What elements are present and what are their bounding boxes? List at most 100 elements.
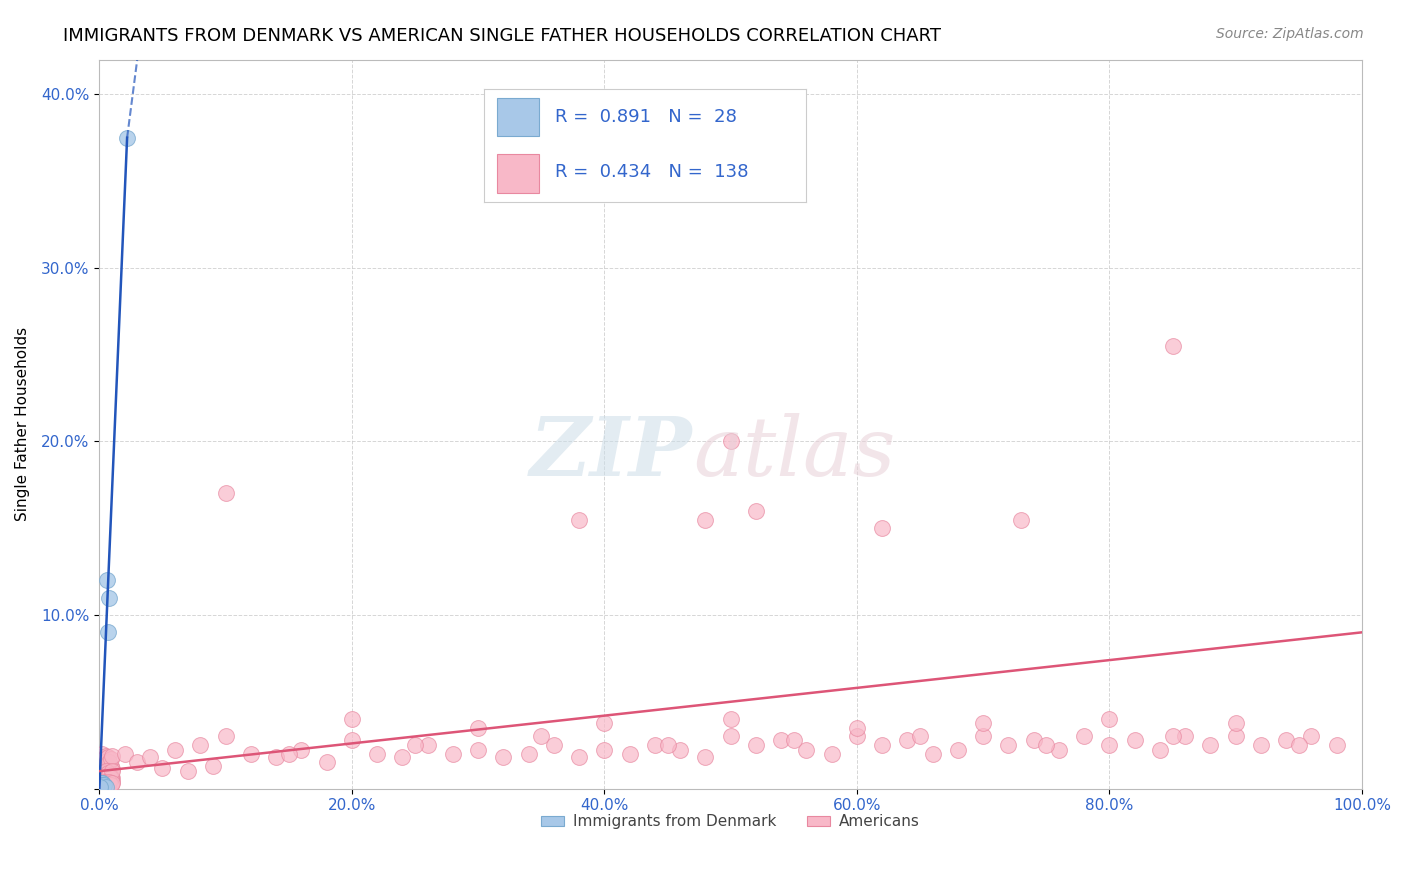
Point [896,733,918,747]
Point [165,743,187,757]
Point [1225,730,1247,744]
Point [91,767,114,781]
Point [1225,715,1247,730]
Point [98,767,121,781]
Point [593,743,616,757]
Point [492,750,515,764]
Point [1199,738,1222,752]
Point [1047,743,1070,757]
Point [98,774,121,789]
Point [97,772,120,787]
Point [90,776,112,790]
Point [100,778,122,792]
Point [100,771,122,785]
Point [101,748,124,763]
Point [997,738,1019,752]
Point [517,747,540,761]
Point [93,774,115,789]
Point [93,778,115,792]
Point [1326,738,1348,752]
Point [796,743,818,757]
Point [94,771,117,785]
Point [98,764,121,779]
Point [101,764,124,779]
Point [91,780,114,794]
Text: ZIP: ZIP [530,413,693,493]
Point [101,771,124,785]
Point [96,765,118,780]
Point [972,730,994,744]
Point [152,761,174,775]
Point [1161,339,1184,353]
Point [93,776,115,790]
Point [96,774,118,789]
Point [188,738,211,752]
Point [91,756,114,770]
Point [90,769,112,783]
Point [1275,733,1298,747]
Point [96,754,118,768]
Point [695,512,717,526]
Point [100,769,122,783]
Point [93,759,115,773]
Y-axis label: Single Father Households: Single Father Households [15,327,30,521]
Point [98,756,121,770]
Point [177,764,200,779]
Point [91,780,114,794]
Point [97,750,120,764]
Point [1123,733,1146,747]
Point [821,747,844,761]
Point [745,738,768,752]
Point [90,776,112,790]
Point [845,730,868,744]
Point [97,765,120,780]
Point [720,712,742,726]
Point [568,750,591,764]
Point [1010,512,1032,526]
Point [720,434,742,449]
Point [870,738,893,752]
Point [91,778,114,792]
Point [214,486,236,500]
Point [783,733,806,747]
Text: atlas: atlas [693,413,896,493]
Point [921,747,943,761]
Point [568,512,591,526]
Point [770,733,793,747]
Point [90,778,112,792]
Point [91,771,114,785]
Point [91,778,114,792]
Point [97,761,120,775]
Point [90,767,112,781]
Point [695,750,717,764]
Text: IMMIGRANTS FROM DENMARK VS AMERICAN SINGLE FATHER HOUSEHOLDS CORRELATION CHART: IMMIGRANTS FROM DENMARK VS AMERICAN SING… [63,27,941,45]
Point [96,574,118,588]
Point [94,769,117,783]
Point [870,521,893,535]
Point [90,780,112,794]
Point [97,778,120,792]
Point [90,778,112,792]
Point [114,747,136,761]
Point [89,778,111,792]
Point [89,780,111,794]
Point [619,747,641,761]
Point [101,763,124,777]
Point [391,750,413,764]
Point [1098,738,1121,752]
Point [657,738,679,752]
Point [139,750,162,764]
Point [404,738,426,752]
Point [90,772,112,787]
Point [94,748,117,763]
Point [467,721,489,735]
Point [908,730,931,744]
Point [96,776,118,790]
Point [290,743,312,757]
Point [94,780,117,794]
Point [340,733,363,747]
Point [101,774,124,789]
Point [441,747,464,761]
Point [90,747,112,761]
Point [1288,738,1310,752]
